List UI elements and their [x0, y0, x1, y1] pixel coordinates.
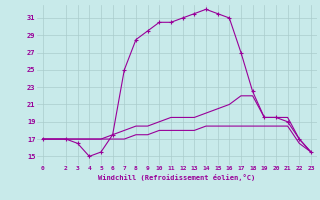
X-axis label: Windchill (Refroidissement éolien,°C): Windchill (Refroidissement éolien,°C)	[98, 174, 255, 181]
